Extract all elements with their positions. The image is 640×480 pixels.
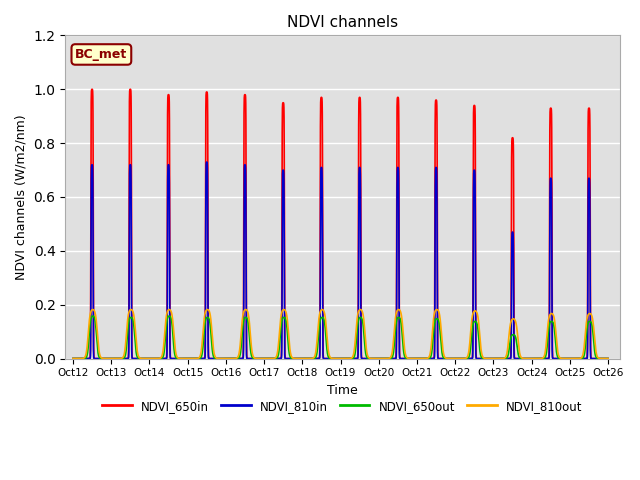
NDVI_650out: [271, 356, 279, 361]
NDVI_810out: [97, 355, 105, 360]
NDVI_810in: [97, 356, 105, 361]
NDVI_650in: [69, 356, 77, 361]
NDVI_650out: [282, 317, 289, 323]
Line: NDVI_810in: NDVI_810in: [73, 162, 608, 359]
NDVI_650out: [209, 352, 217, 358]
NDVI_810out: [271, 355, 279, 361]
NDVI_810in: [271, 356, 279, 361]
Line: NDVI_650out: NDVI_650out: [73, 316, 608, 359]
Legend: NDVI_650in, NDVI_810in, NDVI_650out, NDVI_810out: NDVI_650in, NDVI_810in, NDVI_650out, NDV…: [97, 395, 588, 417]
NDVI_810in: [282, 356, 289, 361]
NDVI_810out: [89, 307, 97, 312]
X-axis label: Time: Time: [327, 384, 358, 397]
NDVI_810in: [69, 356, 77, 361]
NDVI_650in: [97, 356, 105, 361]
NDVI_810out: [328, 356, 336, 361]
Y-axis label: NDVI channels (W/m2/nm): NDVI channels (W/m2/nm): [15, 114, 28, 280]
NDVI_810in: [328, 356, 336, 361]
NDVI_650out: [604, 356, 612, 361]
NDVI_650in: [282, 356, 289, 361]
Title: NDVI channels: NDVI channels: [287, 15, 398, 30]
NDVI_650in: [271, 356, 279, 361]
Text: BC_met: BC_met: [76, 48, 127, 61]
NDVI_650in: [88, 86, 96, 92]
NDVI_650out: [328, 356, 336, 361]
NDVI_650in: [604, 356, 612, 361]
NDVI_810in: [431, 241, 439, 247]
NDVI_650in: [209, 356, 217, 361]
Line: NDVI_650in: NDVI_650in: [73, 89, 608, 359]
NDVI_810in: [209, 356, 217, 361]
NDVI_810in: [203, 159, 211, 165]
NDVI_650out: [69, 356, 77, 361]
NDVI_650in: [328, 356, 336, 361]
NDVI_810out: [282, 309, 289, 314]
NDVI_650in: [431, 140, 439, 146]
NDVI_810out: [69, 356, 77, 361]
NDVI_810out: [431, 309, 439, 314]
NDVI_650out: [97, 356, 105, 361]
NDVI_810out: [209, 344, 217, 349]
NDVI_810in: [604, 356, 612, 361]
NDVI_650out: [89, 313, 97, 319]
NDVI_810out: [604, 356, 612, 361]
Line: NDVI_810out: NDVI_810out: [73, 310, 608, 359]
NDVI_650out: [431, 318, 439, 324]
